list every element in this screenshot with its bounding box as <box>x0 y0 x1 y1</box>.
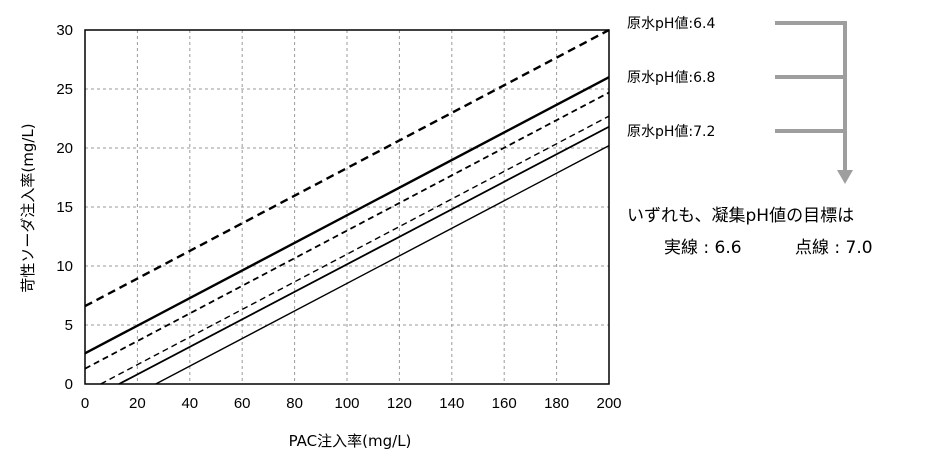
y-tick-label: 0 <box>65 376 73 393</box>
x-tick-label: 100 <box>334 395 359 412</box>
legend-ph3: 原水pH値:7.2 <box>627 124 715 140</box>
y-tick-label: 15 <box>56 199 73 216</box>
series-line-ph-6-8-dashed <box>84 91 610 370</box>
y-tick-label: 10 <box>56 258 73 275</box>
series-line-ph-6-8-solid <box>118 125 610 385</box>
series-line-ph-7-2-solid <box>155 145 610 385</box>
series-line-ph-7-2-dashed <box>100 115 610 385</box>
chart-grid <box>85 30 609 384</box>
x-tick-label: 140 <box>439 395 464 412</box>
series-line-ph-6-4-dashed <box>84 28 610 308</box>
y-tick-label: 20 <box>56 140 73 157</box>
series-line-ph-6-4-solid <box>84 76 610 355</box>
bracket-arrow-icon <box>837 170 853 184</box>
x-tick-label: 0 <box>81 395 89 412</box>
y-tick-label: 25 <box>56 81 73 98</box>
x-tick-label: 40 <box>181 395 198 412</box>
plot-frame <box>84 29 610 385</box>
y-tick-label: 5 <box>65 317 73 334</box>
legend-note: いずれも、凝集pH値の目標は <box>627 206 854 226</box>
x-tick-label: 20 <box>129 395 146 412</box>
x-tick-label: 60 <box>234 395 251 412</box>
legend-ph2: 原水pH値:6.8 <box>627 70 715 86</box>
x-tick-label: 120 <box>387 395 412 412</box>
y-tick-label: 30 <box>56 22 73 39</box>
x-tick-label: 180 <box>544 395 569 412</box>
x-tick-label: 200 <box>596 395 621 412</box>
legend-ph1: 原水pH値:6.4 <box>627 16 715 32</box>
y-axis-title: 苛性ソーダ注入率(mg/L) <box>19 123 37 292</box>
tick-labels: 0 20 40 60 80 100 120 140 160 180 200 0 5 10 15 20 25 30 <box>56 22 621 412</box>
legend-bracket <box>775 21 847 172</box>
x-tick-label: 160 <box>492 395 517 412</box>
legend-dotted-label: 点線 : 7.0 <box>795 238 873 258</box>
x-tick-label: 80 <box>286 395 303 412</box>
x-axis-title: PAC注入率(mg/L) <box>289 432 412 450</box>
legend-solid-label: 実線 : 6.6 <box>664 238 742 258</box>
chart-series <box>84 28 610 385</box>
